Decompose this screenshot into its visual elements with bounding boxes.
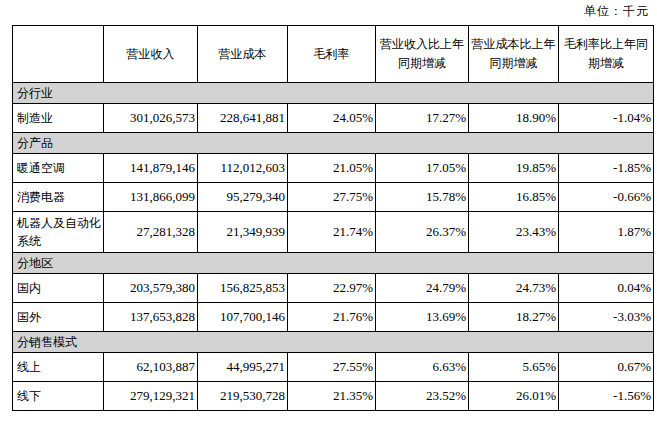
table-row: 线上62,103,88744,995,27127.55%6.63%5.65%0.… xyxy=(13,353,654,382)
value-cell: 6.63% xyxy=(376,353,469,382)
table-row: 线下279,129,321219,530,72821.35%23.52%26.0… xyxy=(13,382,654,411)
value-cell: 27.55% xyxy=(288,353,376,382)
table-row: 暖通空调141,879,146112,012,60321.05%17.05%19… xyxy=(13,154,654,183)
value-cell: 18.27% xyxy=(469,303,559,332)
row-label-cell: 线下 xyxy=(13,382,104,411)
column-header-gross-margin: 毛利率 xyxy=(288,26,376,83)
value-cell: -1.56% xyxy=(559,382,654,411)
section-row: 分地区 xyxy=(13,253,654,274)
value-cell: 107,700,146 xyxy=(198,303,288,332)
value-cell: -1.85% xyxy=(559,154,654,183)
value-cell: 0.04% xyxy=(559,274,654,303)
table-row: 国内203,579,380156,825,85322.97%24.79%24.7… xyxy=(13,274,654,303)
value-cell: 131,866,099 xyxy=(104,183,198,212)
row-label-cell: 暖通空调 xyxy=(13,154,104,183)
value-cell: 22.97% xyxy=(288,274,376,303)
value-cell: 19.85% xyxy=(469,154,559,183)
value-cell: 23.52% xyxy=(376,382,469,411)
section-row: 分销售模式 xyxy=(13,332,654,353)
row-label-cell: 消费电器 xyxy=(13,183,104,212)
table-header-row: 营业收入 营业成本 毛利率 营业收入比上年同期增减 营业成本比上年同期增减 毛利… xyxy=(13,26,654,83)
section-row: 分行业 xyxy=(13,83,654,104)
value-cell: 5.65% xyxy=(469,353,559,382)
value-cell: 62,103,887 xyxy=(104,353,198,382)
value-cell: 17.05% xyxy=(376,154,469,183)
table-row: 消费电器131,866,09995,279,34027.75%15.78%16.… xyxy=(13,183,654,212)
value-cell: 27,281,328 xyxy=(104,212,198,253)
value-cell: 23.43% xyxy=(469,212,559,253)
value-cell: 1.87% xyxy=(559,212,654,253)
value-cell: 141,879,146 xyxy=(104,154,198,183)
value-cell: 112,012,603 xyxy=(198,154,288,183)
value-cell: 21,349,939 xyxy=(198,212,288,253)
value-cell: 24.05% xyxy=(288,104,376,133)
value-cell: 228,641,881 xyxy=(198,104,288,133)
row-label-cell: 制造业 xyxy=(13,104,104,133)
value-cell: 44,995,271 xyxy=(198,353,288,382)
section-header-cell: 分销售模式 xyxy=(13,332,654,353)
row-label-cell: 线上 xyxy=(13,353,104,382)
value-cell: 137,653,828 xyxy=(104,303,198,332)
column-header-cost-yoy: 营业成本比上年同期增减 xyxy=(469,26,559,83)
value-cell: -0.66% xyxy=(559,183,654,212)
value-cell: 27.75% xyxy=(288,183,376,212)
value-cell: 18.90% xyxy=(469,104,559,133)
value-cell: 95,279,340 xyxy=(198,183,288,212)
column-header-blank xyxy=(13,26,104,83)
table-row: 国外137,653,828107,700,14621.76%13.69%18.2… xyxy=(13,303,654,332)
value-cell: 26.01% xyxy=(469,382,559,411)
table-body: 分行业制造业301,026,573228,641,88124.05%17.27%… xyxy=(13,83,654,411)
column-header-margin-yoy: 毛利率比上年同期增减 xyxy=(559,26,654,83)
segment-results-table: 营业收入 营业成本 毛利率 营业收入比上年同期增减 营业成本比上年同期增减 毛利… xyxy=(12,25,654,411)
section-row: 分产品 xyxy=(13,133,654,154)
table-row: 机器人及自动化系统27,281,32821,349,93921.74%26.37… xyxy=(13,212,654,253)
row-label-cell: 机器人及自动化系统 xyxy=(13,212,104,253)
value-cell: 24.73% xyxy=(469,274,559,303)
value-cell: 219,530,728 xyxy=(198,382,288,411)
value-cell: 24.79% xyxy=(376,274,469,303)
value-cell: 21.76% xyxy=(288,303,376,332)
value-cell: 156,825,853 xyxy=(198,274,288,303)
column-header-revenue-yoy: 营业收入比上年同期增减 xyxy=(376,26,469,83)
column-header-cost: 营业成本 xyxy=(198,26,288,83)
section-header-cell: 分地区 xyxy=(13,253,654,274)
value-cell: 13.69% xyxy=(376,303,469,332)
table-row: 制造业301,026,573228,641,88124.05%17.27%18.… xyxy=(13,104,654,133)
value-cell: 17.27% xyxy=(376,104,469,133)
row-label-cell: 国内 xyxy=(13,274,104,303)
value-cell: -3.03% xyxy=(559,303,654,332)
value-cell: 16.85% xyxy=(469,183,559,212)
value-cell: 21.74% xyxy=(288,212,376,253)
value-cell: 279,129,321 xyxy=(104,382,198,411)
value-cell: 301,026,573 xyxy=(104,104,198,133)
value-cell: 203,579,380 xyxy=(104,274,198,303)
value-cell: 21.05% xyxy=(288,154,376,183)
column-header-revenue: 营业收入 xyxy=(104,26,198,83)
section-header-cell: 分行业 xyxy=(13,83,654,104)
value-cell: 0.67% xyxy=(559,353,654,382)
report-page: 单位：千元 营业收入 营业成本 毛利率 营业收入比上年同期增减 营业成本比上年同… xyxy=(0,0,657,422)
value-cell: 21.35% xyxy=(288,382,376,411)
row-label-cell: 国外 xyxy=(13,303,104,332)
value-cell: 26.37% xyxy=(376,212,469,253)
value-cell: 15.78% xyxy=(376,183,469,212)
unit-label: 单位：千元 xyxy=(584,3,649,20)
value-cell: -1.04% xyxy=(559,104,654,133)
section-header-cell: 分产品 xyxy=(13,133,654,154)
